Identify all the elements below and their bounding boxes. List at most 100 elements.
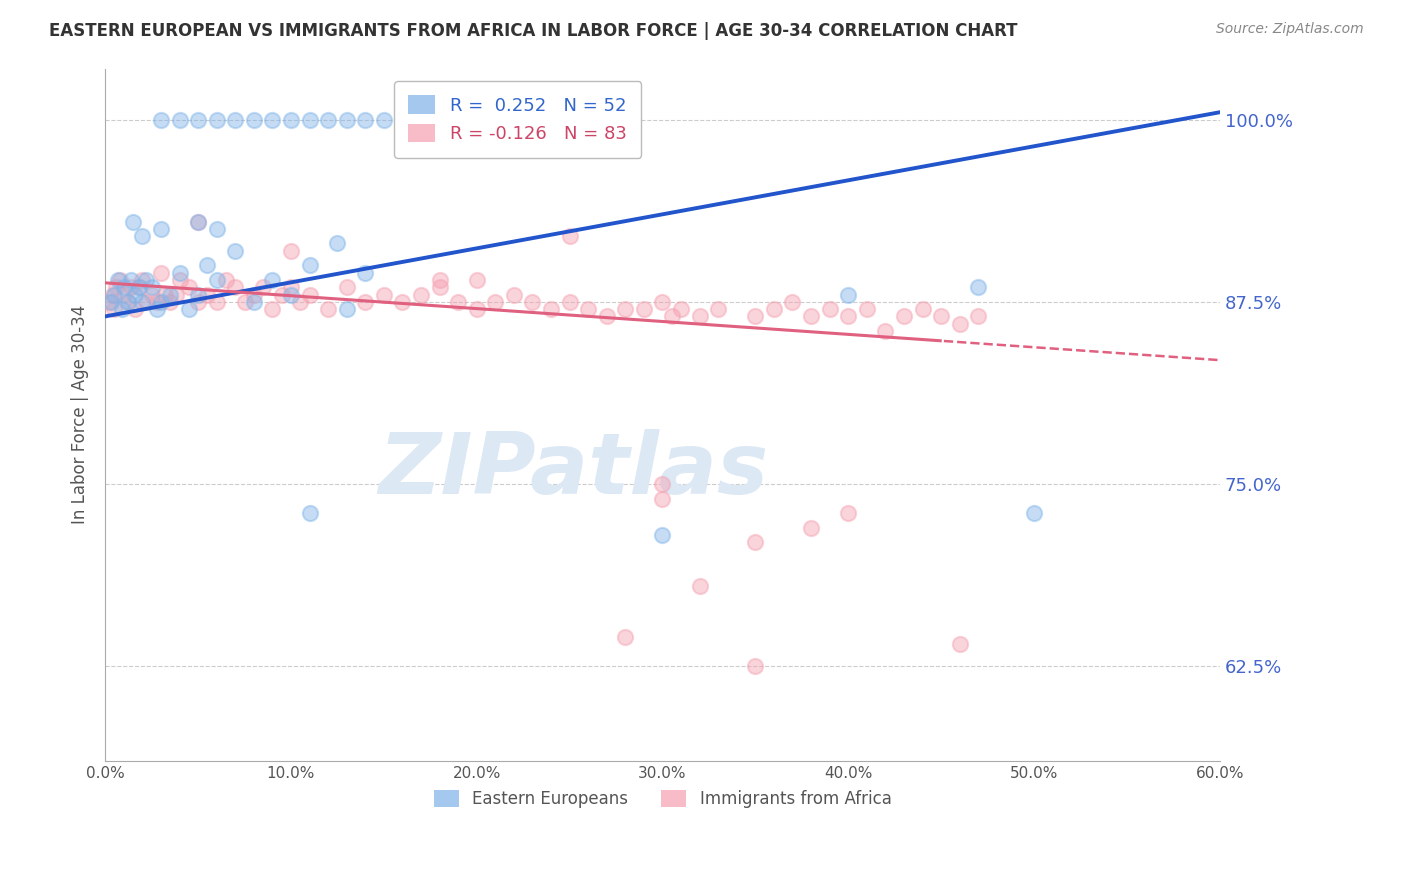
Point [837, 506, 859, 520]
Point [195, 258, 218, 272]
Point [205, 222, 228, 236]
Point [290, 294, 312, 309]
Point [149, 266, 172, 280]
Point [651, 477, 673, 491]
Point [103, 287, 125, 301]
Point [103, 302, 125, 317]
Point [837, 310, 859, 324]
Point [633, 302, 655, 317]
Point [502, 287, 524, 301]
Point [135, 273, 157, 287]
Point [800, 521, 823, 535]
Point [465, 302, 488, 317]
Text: Source: ZipAtlas.com: Source: ZipAtlas.com [1216, 22, 1364, 37]
Point [128, 280, 150, 294]
Point [107, 273, 129, 287]
Point [669, 302, 692, 317]
Point [744, 659, 766, 673]
Point [298, 258, 321, 272]
Point [122, 214, 145, 228]
Point [782, 294, 804, 309]
Point [100, 294, 122, 309]
Point [108, 273, 131, 287]
Point [354, 266, 377, 280]
Point [215, 273, 238, 287]
Point [762, 302, 785, 317]
Point [280, 287, 302, 301]
Point [252, 280, 274, 294]
Point [540, 302, 562, 317]
Point [149, 222, 172, 236]
Point [124, 287, 146, 301]
Point [875, 324, 897, 338]
Point [837, 287, 859, 301]
Point [117, 294, 139, 309]
Point [243, 287, 266, 301]
Point [596, 310, 619, 324]
Point [141, 287, 163, 301]
Text: ZIPatlas: ZIPatlas [378, 429, 769, 512]
Point [949, 637, 972, 651]
Point [298, 287, 321, 301]
Point [120, 273, 142, 287]
Point [522, 294, 544, 309]
Point [169, 266, 191, 280]
Point [911, 302, 934, 317]
Point [354, 112, 377, 127]
Point [800, 310, 823, 324]
Point [205, 294, 228, 309]
Point [111, 302, 134, 317]
Point [967, 310, 990, 324]
Point [336, 112, 359, 127]
Point [465, 273, 488, 287]
Point [336, 302, 359, 317]
Point [316, 112, 339, 127]
Point [484, 294, 506, 309]
Point [224, 280, 246, 294]
Point [187, 214, 209, 228]
Point [149, 294, 172, 309]
Point [661, 310, 683, 324]
Point [280, 112, 302, 127]
Point [409, 287, 432, 301]
Point [187, 294, 209, 309]
Point [558, 294, 581, 309]
Point [105, 280, 128, 294]
Point [689, 579, 711, 593]
Point [120, 280, 142, 294]
Point [651, 491, 673, 506]
Point [165, 287, 187, 301]
Point [707, 302, 730, 317]
Point [177, 302, 200, 317]
Point [614, 630, 637, 644]
Point [270, 287, 292, 301]
Point [243, 112, 266, 127]
Point [651, 528, 673, 542]
Point [159, 294, 181, 309]
Point [744, 535, 766, 549]
Point [262, 273, 284, 287]
Point [373, 287, 395, 301]
Point [967, 280, 990, 294]
Point [224, 244, 246, 258]
Point [929, 310, 952, 324]
Point [131, 273, 153, 287]
Point [101, 287, 124, 301]
Point [262, 302, 284, 317]
Point [131, 229, 153, 244]
Point [429, 273, 451, 287]
Point [195, 287, 218, 301]
Point [153, 287, 176, 301]
Point [949, 317, 972, 331]
Point [131, 294, 153, 309]
Point [689, 310, 711, 324]
Point [146, 302, 169, 317]
Point [298, 112, 321, 127]
Point [117, 294, 139, 309]
Point [233, 294, 256, 309]
Point [280, 244, 302, 258]
Point [744, 310, 766, 324]
Point [447, 294, 470, 309]
Point [262, 112, 284, 127]
Point [135, 294, 157, 309]
